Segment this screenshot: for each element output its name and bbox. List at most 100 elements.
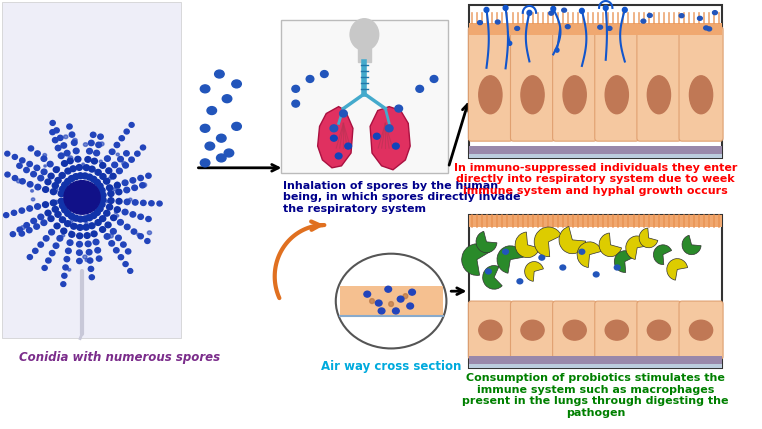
Ellipse shape: [54, 200, 59, 204]
Ellipse shape: [224, 149, 234, 157]
Ellipse shape: [99, 160, 102, 163]
Ellipse shape: [68, 269, 71, 271]
Ellipse shape: [55, 211, 61, 218]
Ellipse shape: [30, 172, 37, 177]
Ellipse shape: [19, 231, 24, 236]
Ellipse shape: [108, 198, 114, 203]
Wedge shape: [525, 262, 543, 281]
Ellipse shape: [31, 198, 35, 201]
Ellipse shape: [59, 172, 66, 178]
Ellipse shape: [27, 181, 33, 187]
Ellipse shape: [48, 216, 54, 221]
Ellipse shape: [120, 242, 126, 247]
Ellipse shape: [105, 222, 111, 228]
Ellipse shape: [24, 167, 29, 172]
Ellipse shape: [129, 123, 134, 127]
Ellipse shape: [106, 200, 108, 202]
Ellipse shape: [65, 221, 71, 227]
Ellipse shape: [697, 16, 703, 20]
Ellipse shape: [385, 286, 392, 292]
Ellipse shape: [71, 224, 77, 229]
Bar: [340, 286, 443, 316]
Ellipse shape: [95, 220, 101, 225]
Ellipse shape: [549, 11, 553, 15]
Ellipse shape: [117, 168, 123, 174]
Ellipse shape: [27, 255, 33, 260]
Ellipse shape: [83, 165, 89, 171]
Ellipse shape: [89, 166, 95, 172]
FancyBboxPatch shape: [552, 27, 597, 141]
Wedge shape: [462, 244, 490, 275]
Text: Air way cross section: Air way cross section: [321, 360, 461, 373]
Ellipse shape: [98, 134, 103, 139]
Ellipse shape: [376, 300, 382, 306]
Ellipse shape: [69, 232, 75, 237]
Ellipse shape: [200, 85, 210, 93]
Ellipse shape: [85, 241, 91, 247]
Ellipse shape: [86, 250, 92, 255]
Ellipse shape: [397, 296, 404, 302]
Ellipse shape: [4, 213, 9, 218]
Ellipse shape: [707, 27, 712, 31]
Ellipse shape: [106, 168, 112, 173]
Ellipse shape: [395, 105, 402, 112]
Ellipse shape: [478, 21, 482, 24]
Ellipse shape: [119, 136, 124, 141]
Ellipse shape: [215, 70, 224, 78]
Ellipse shape: [517, 279, 523, 284]
Ellipse shape: [41, 156, 46, 161]
Ellipse shape: [53, 206, 59, 212]
Ellipse shape: [565, 25, 570, 29]
Ellipse shape: [84, 233, 90, 239]
Ellipse shape: [69, 132, 75, 137]
Ellipse shape: [648, 320, 671, 340]
Ellipse shape: [108, 191, 114, 196]
Ellipse shape: [508, 41, 512, 45]
Ellipse shape: [41, 220, 46, 226]
Ellipse shape: [100, 174, 106, 179]
FancyBboxPatch shape: [679, 301, 723, 360]
Ellipse shape: [142, 183, 146, 187]
Ellipse shape: [34, 165, 40, 170]
Ellipse shape: [139, 183, 146, 188]
Ellipse shape: [484, 7, 489, 12]
Ellipse shape: [12, 154, 18, 160]
Ellipse shape: [58, 198, 65, 204]
Ellipse shape: [91, 176, 97, 182]
Ellipse shape: [99, 202, 105, 207]
Ellipse shape: [100, 197, 106, 203]
Ellipse shape: [157, 201, 162, 206]
Ellipse shape: [77, 233, 82, 239]
Ellipse shape: [140, 145, 146, 150]
Ellipse shape: [124, 199, 130, 205]
Ellipse shape: [72, 139, 77, 142]
Ellipse shape: [43, 154, 46, 157]
Ellipse shape: [130, 178, 136, 183]
Ellipse shape: [123, 151, 130, 156]
Ellipse shape: [116, 235, 121, 241]
Ellipse shape: [503, 6, 508, 10]
Ellipse shape: [49, 230, 55, 235]
Ellipse shape: [597, 25, 603, 29]
Ellipse shape: [648, 13, 652, 18]
Ellipse shape: [116, 153, 120, 156]
Ellipse shape: [61, 228, 67, 234]
Ellipse shape: [100, 163, 106, 168]
Ellipse shape: [94, 179, 101, 185]
Ellipse shape: [94, 209, 101, 215]
Ellipse shape: [515, 27, 520, 30]
Ellipse shape: [69, 175, 75, 181]
Bar: [281, 20, 448, 173]
Ellipse shape: [53, 167, 59, 172]
Ellipse shape: [64, 151, 70, 156]
Ellipse shape: [132, 185, 137, 190]
Ellipse shape: [31, 218, 37, 224]
Wedge shape: [577, 242, 601, 267]
Ellipse shape: [82, 163, 85, 165]
FancyBboxPatch shape: [679, 27, 723, 141]
Ellipse shape: [50, 130, 55, 135]
Ellipse shape: [19, 208, 24, 213]
Ellipse shape: [50, 121, 56, 125]
Ellipse shape: [46, 258, 51, 263]
Wedge shape: [614, 251, 634, 272]
